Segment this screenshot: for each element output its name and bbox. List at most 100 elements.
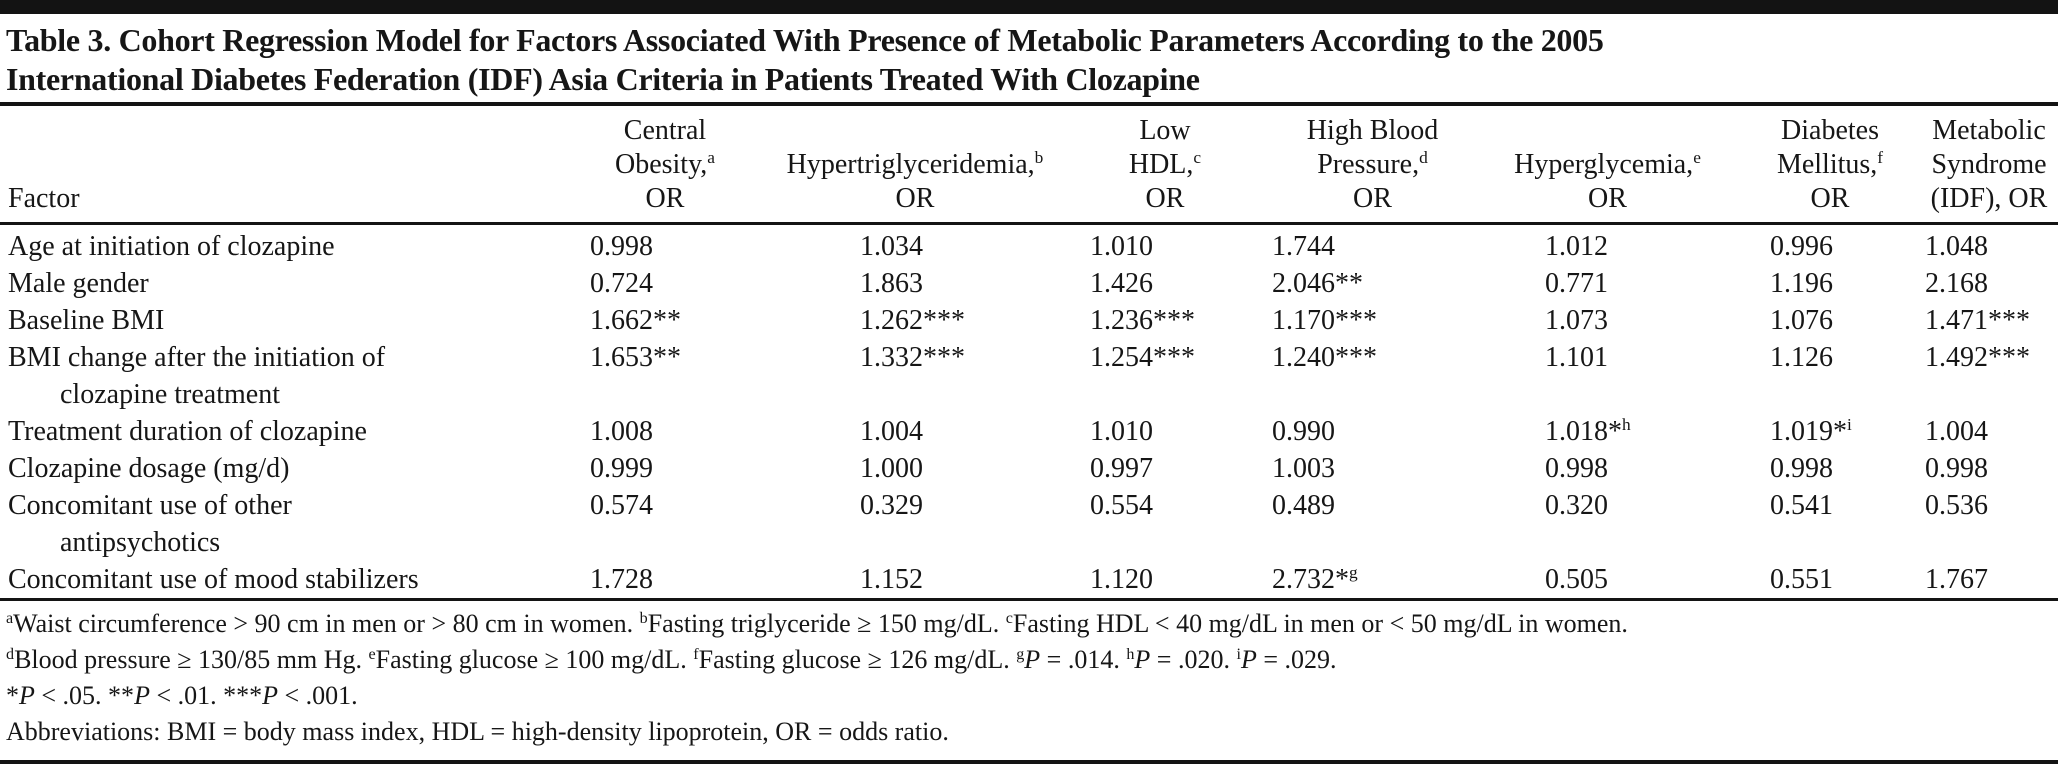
column-header-line: Mellitus,f (1776, 148, 1884, 180)
factor-line: Concomitant use of mood stabilizers (8, 564, 419, 595)
or-value-cell: 0.997 (1090, 453, 1153, 484)
table-bottom-rule (0, 760, 2058, 764)
table-footnotes: aWaist circumference > 90 cm in men or >… (0, 601, 2058, 750)
column-header-line: High Blood (1306, 115, 1439, 146)
factor-line: Male gender (8, 268, 149, 299)
or-value-cell: 0.554 (1090, 490, 1153, 521)
or-value-cell: 1.120 (1060, 561, 1270, 601)
superscript-marker: d (1419, 148, 1428, 168)
or-value-cell: 0.999 (590, 453, 653, 484)
factor-line: Concomitant use of other (8, 490, 292, 521)
or-value-cell: 0.329 (860, 490, 923, 521)
superscript-marker: c (1193, 148, 1202, 168)
table-row: Baseline BMI 1.662** 1.262*** 1.236*** 1.170… (0, 302, 2058, 339)
factor-cell: Baseline BMI (0, 302, 560, 339)
or-value-cell: 1.010 (1090, 231, 1153, 262)
table-title-line-2: International Diabetes Federation (IDF) … (6, 61, 1200, 97)
or-value-cell: 1.073 (1545, 305, 1608, 336)
or-value-cell: 1.767 (1920, 561, 2058, 601)
superscript-marker: h (1126, 646, 1135, 664)
superscript-marker: h (1622, 415, 1631, 435)
column-header-hyperglycemia: Hyperglycemia,e OR (1475, 106, 1740, 225)
table-row: Male gender 0.724 1.863 1.426 2.046** 0.771 1.… (0, 265, 2058, 302)
or-value-cell: 0.998 (1545, 453, 1608, 484)
factor-line: Treatment duration of clozapine (8, 416, 367, 447)
or-value-cell: 1.728 (560, 561, 770, 601)
factor-cell: Male gender (0, 265, 560, 302)
or-value-cell: 1.019*i (1770, 415, 1852, 447)
footnote-line: Abbreviations: BMI = body mass index, HD… (6, 717, 949, 746)
or-value-cell: 1.004 (1925, 416, 1988, 447)
column-header-central-obesity: Central Obesity,a OR (560, 106, 770, 225)
table-row: Age at initiation of clozapine 0.998 1.034… (0, 224, 2058, 266)
table-title-line-1: Table 3. Cohort Regression Model for Fac… (6, 22, 1604, 58)
table-header: Factor Central Obesity,a OR Hypertriglycerid… (0, 106, 2058, 225)
superscript-marker: d (6, 646, 15, 664)
footnote-line: dBlood pressure ≥ 130/85 mm Hg. eFasting… (6, 645, 1337, 674)
column-header-line: OR (1145, 183, 1185, 214)
superscript-marker: a (707, 148, 715, 168)
or-value-cell: 1.101 (1545, 342, 1608, 373)
or-value-cell: 0.551 (1740, 561, 1920, 601)
column-header-line: (IDF), OR (1930, 183, 2048, 214)
factor-line: Age at initiation of clozapine (8, 231, 335, 262)
italic-p: P (262, 681, 279, 710)
column-header-line: Hypertriglyceridemia,b (786, 148, 1044, 180)
or-value-cell: 1.262*** (860, 305, 965, 336)
superscript-marker: b (639, 610, 648, 628)
or-value-cell: 0.996 (1770, 231, 1833, 262)
header-row: Factor Central Obesity,a OR Hypertriglycerid… (0, 106, 2058, 225)
or-value-cell: 0.505 (1475, 561, 1740, 601)
superscript-marker: f (1877, 148, 1884, 168)
or-value-cell: 1.000 (860, 453, 923, 484)
or-value-cell: 1.744 (1272, 231, 1335, 262)
column-header-high-blood-pressure: High Blood Pressure,d OR (1270, 106, 1475, 225)
column-header-line: Central (623, 115, 707, 146)
factor-cell: Clozapine dosage (mg/d) (0, 450, 560, 487)
factor-line: antipsychotics (60, 527, 221, 558)
factor-cell: Concomitant use of other antipsychotics (0, 487, 560, 561)
factor-line: Baseline BMI (8, 305, 165, 336)
column-header-line: Hyperglycemia,e (1514, 148, 1701, 180)
table-row: Clozapine dosage (mg/d) 0.999 1.000 0.997 1.… (0, 450, 2058, 487)
italic-p: P (1240, 645, 1257, 674)
superscript-marker: b (1034, 148, 1044, 168)
superscript-marker: g (1349, 563, 1358, 583)
column-header-diabetes-mellitus: Diabetes Mellitus,f OR (1740, 106, 1920, 225)
factor-cell: Age at initiation of clozapine (0, 224, 560, 266)
or-value-cell: 1.012 (1545, 231, 1608, 262)
or-value-cell: 1.196 (1770, 268, 1833, 299)
or-value-cell: 1.863 (860, 268, 923, 299)
or-value-cell: 0.320 (1545, 490, 1608, 521)
column-header-line: OR (1810, 183, 1850, 214)
table-body: Age at initiation of clozapine 0.998 1.034… (0, 224, 2058, 601)
or-value-cell: 1.003 (1272, 453, 1335, 484)
footnote-line: *P < .05. **P < .01. ***P < .001. (6, 681, 358, 710)
column-header-line: OR (895, 183, 935, 214)
or-value-cell: 1.426 (1090, 268, 1153, 299)
column-header-hypertriglyceridemia: Hypertriglyceridemia,b OR (770, 106, 1060, 225)
or-value-cell: 0.724 (590, 268, 653, 299)
or-value-cell: 2.046** (1272, 268, 1363, 299)
table-row: Concomitant use of other antipsychotics 0.… (0, 487, 2058, 561)
or-value-cell: 0.536 (1925, 490, 1988, 521)
or-value-cell: 1.170*** (1272, 305, 1377, 336)
or-value-cell: 1.008 (590, 416, 653, 447)
or-value-cell: 0.990 (1272, 416, 1335, 447)
or-value-cell: 0.998 (590, 231, 653, 262)
or-value-cell: 1.653** (590, 342, 681, 373)
or-value-cell: 0.489 (1272, 490, 1335, 521)
column-header-line: Syndrome (1931, 149, 2047, 180)
factor-cell: BMI change after the initiation of clozap… (0, 339, 560, 413)
factor-cell: Treatment duration of clozapine (0, 413, 560, 450)
italic-p: P (1024, 645, 1041, 674)
or-value-cell: 0.541 (1770, 490, 1833, 521)
factor-line: clozapine treatment (60, 379, 280, 410)
superscript-marker: i (1236, 646, 1241, 664)
or-value-cell: 1.004 (860, 416, 923, 447)
italic-p: P (134, 681, 150, 710)
or-value-cell: 2.168 (1925, 268, 1988, 299)
column-header-low-hdl: Low HDL,c OR (1060, 106, 1270, 225)
column-header-line: Metabolic (1932, 115, 2046, 146)
